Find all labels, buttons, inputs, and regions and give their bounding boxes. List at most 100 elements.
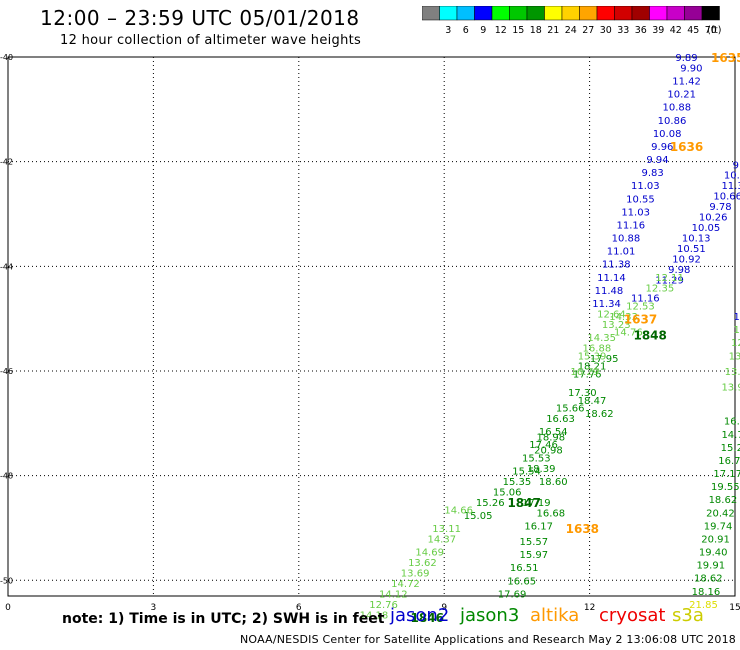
wave-height-value: 9. <box>733 160 740 171</box>
mission-label-jason2: jason2 <box>390 605 450 626</box>
wave-height-value: 9.94 <box>646 155 668 166</box>
wave-height-value: 19.40 <box>699 548 728 559</box>
wave-height-value: 10.51 <box>677 244 706 255</box>
wave-height-value: 12 <box>733 325 740 336</box>
color-tick-label: 42 <box>670 25 682 36</box>
x-tick-label: 15 <box>729 603 740 613</box>
wave-height-value: 17.46 <box>529 440 558 451</box>
footer-credit: NOAA/NESDIS Center for Satellite Applica… <box>240 633 736 646</box>
wave-height-value: 11.29 <box>655 275 684 286</box>
color-tick-label: 12 <box>495 25 507 36</box>
wave-height-value: 10.0 <box>724 171 740 182</box>
wave-height-value: 19.91 <box>696 561 725 572</box>
wave-height-value: 14.72 <box>391 579 420 590</box>
wave-height-value: 14.18 <box>360 610 389 621</box>
color-tick-label: 21 <box>547 25 559 36</box>
x-tick-label: 9 <box>441 603 447 613</box>
color-tick-label: 9 <box>480 25 486 36</box>
wave-height-value: 15.28 <box>721 443 740 454</box>
color-tick-label: 33 <box>617 25 629 36</box>
wave-height-value: 10.13 <box>682 234 711 245</box>
pass-id-label: 1635 <box>711 51 740 65</box>
wave-height-value: 14.37 <box>427 534 456 545</box>
wave-height-value: 9.78 <box>709 202 731 213</box>
color-unit-label: (ft) <box>707 25 721 36</box>
wave-height-value: 11.38 <box>602 260 631 271</box>
color-tick-label: 24 <box>565 25 577 36</box>
color-tick-label: 30 <box>600 25 612 36</box>
wave-height-value: 15.05 <box>464 511 493 522</box>
wave-height-value: 14.12 <box>379 589 408 600</box>
wave-height-value: 15.35 <box>503 477 532 488</box>
wave-height-value: 16.17 <box>524 521 553 532</box>
wave-height-value: 11.48 <box>595 286 624 297</box>
wave-height-value: 15.06 <box>493 487 522 498</box>
wave-height-value: 11.3 <box>721 181 740 192</box>
wave-height-value: 14.33 <box>609 312 638 323</box>
wave-height-value: 10.21 <box>667 90 696 101</box>
wave-height-value: 16.65 <box>507 576 536 587</box>
wave-height-value: 21.85 <box>689 600 718 611</box>
wave-height-value: 14.69 <box>415 548 444 559</box>
wave-height-value: 16.0 <box>724 417 740 428</box>
pass-id-label: 1848 <box>633 328 666 342</box>
wave-height-value: 18.21 <box>578 362 607 373</box>
wave-height-value: 9.90 <box>680 63 702 74</box>
page-subtitle: 12 hour collection of altimeter wave hei… <box>60 33 362 48</box>
wave-height-value: 11.16 <box>631 294 660 305</box>
wave-height-value: 13.69 <box>401 568 430 579</box>
wave-height-value: 16.77 <box>718 456 740 467</box>
wave-height-value: 10.88 <box>612 234 641 245</box>
wave-height-value: 10.05 <box>692 223 721 234</box>
y-tick-label: -50 <box>0 576 13 585</box>
wave-height-value: 10.88 <box>663 103 692 114</box>
y-tick-label: -48 <box>0 472 13 481</box>
wave-height-value: 11.34 <box>592 299 621 310</box>
pass-id-label: 1846 <box>411 611 444 625</box>
wave-height-value: 10.66 <box>713 192 740 203</box>
wave-height-value: 12 <box>731 338 740 349</box>
wave-height-value: 15.39 <box>578 351 607 362</box>
wave-height-value: 14.66 <box>444 506 473 517</box>
mission-label-cryosat: cryosat <box>599 605 666 626</box>
wave-height-value: 14.35 <box>587 333 616 344</box>
wave-height-value: 13.9 <box>721 383 740 394</box>
y-tick-label: -44 <box>0 262 13 271</box>
wave-height-value: 19.74 <box>704 521 733 532</box>
wave-height-value: 15.97 <box>520 550 549 561</box>
wave-height-value: 18.62 <box>585 409 614 420</box>
mission-label-s3a: s3a <box>672 605 704 626</box>
pass-id-label: 1638 <box>566 522 599 536</box>
color-tick-label: 70 <box>705 25 717 36</box>
wave-height-value: 15.26 <box>476 498 505 509</box>
wave-height-value: 18.39 <box>527 464 556 475</box>
wave-height-value: 12.76 <box>369 600 398 611</box>
notes-text: note: 1) Time is in UTC; 2) SWH is in fe… <box>62 611 385 627</box>
x-tick-label: 0 <box>5 603 11 613</box>
y-tick-label: -46 <box>0 367 13 376</box>
color-tick-label: 6 <box>463 25 469 36</box>
wave-height-value: 9.96 <box>651 142 673 153</box>
wave-height-value: 11.16 <box>616 220 645 231</box>
wave-height-value: 17.69 <box>498 589 527 600</box>
wave-height-value: 17.17 <box>713 469 740 480</box>
y-tick-label: -42 <box>0 158 13 167</box>
wave-height-value: 20.98 <box>534 445 563 456</box>
wave-height-value: 18.16 <box>692 587 721 598</box>
wave-height-value: 14.76 <box>614 328 643 339</box>
wave-height-value: 16.51 <box>510 563 539 574</box>
color-swatch <box>701 6 720 21</box>
wave-height-value: 15.66 <box>556 404 585 415</box>
mission-label-jason3: jason3 <box>460 605 520 626</box>
wave-height-value: 10.08 <box>653 129 682 140</box>
wave-height-value: 18.62 <box>694 574 723 585</box>
wave-height-value: 13 <box>729 351 740 362</box>
wave-height-value: 10.55 <box>626 194 655 205</box>
wave-height-value: 16.54 <box>539 427 568 438</box>
wave-height-value: 13.23 <box>602 320 631 331</box>
wave-height-value: 11.01 <box>607 247 636 258</box>
y-tick-label: -40 <box>0 53 13 62</box>
wave-height-value: 20.91 <box>701 534 730 545</box>
wave-height-value: 14.7 <box>721 430 740 441</box>
